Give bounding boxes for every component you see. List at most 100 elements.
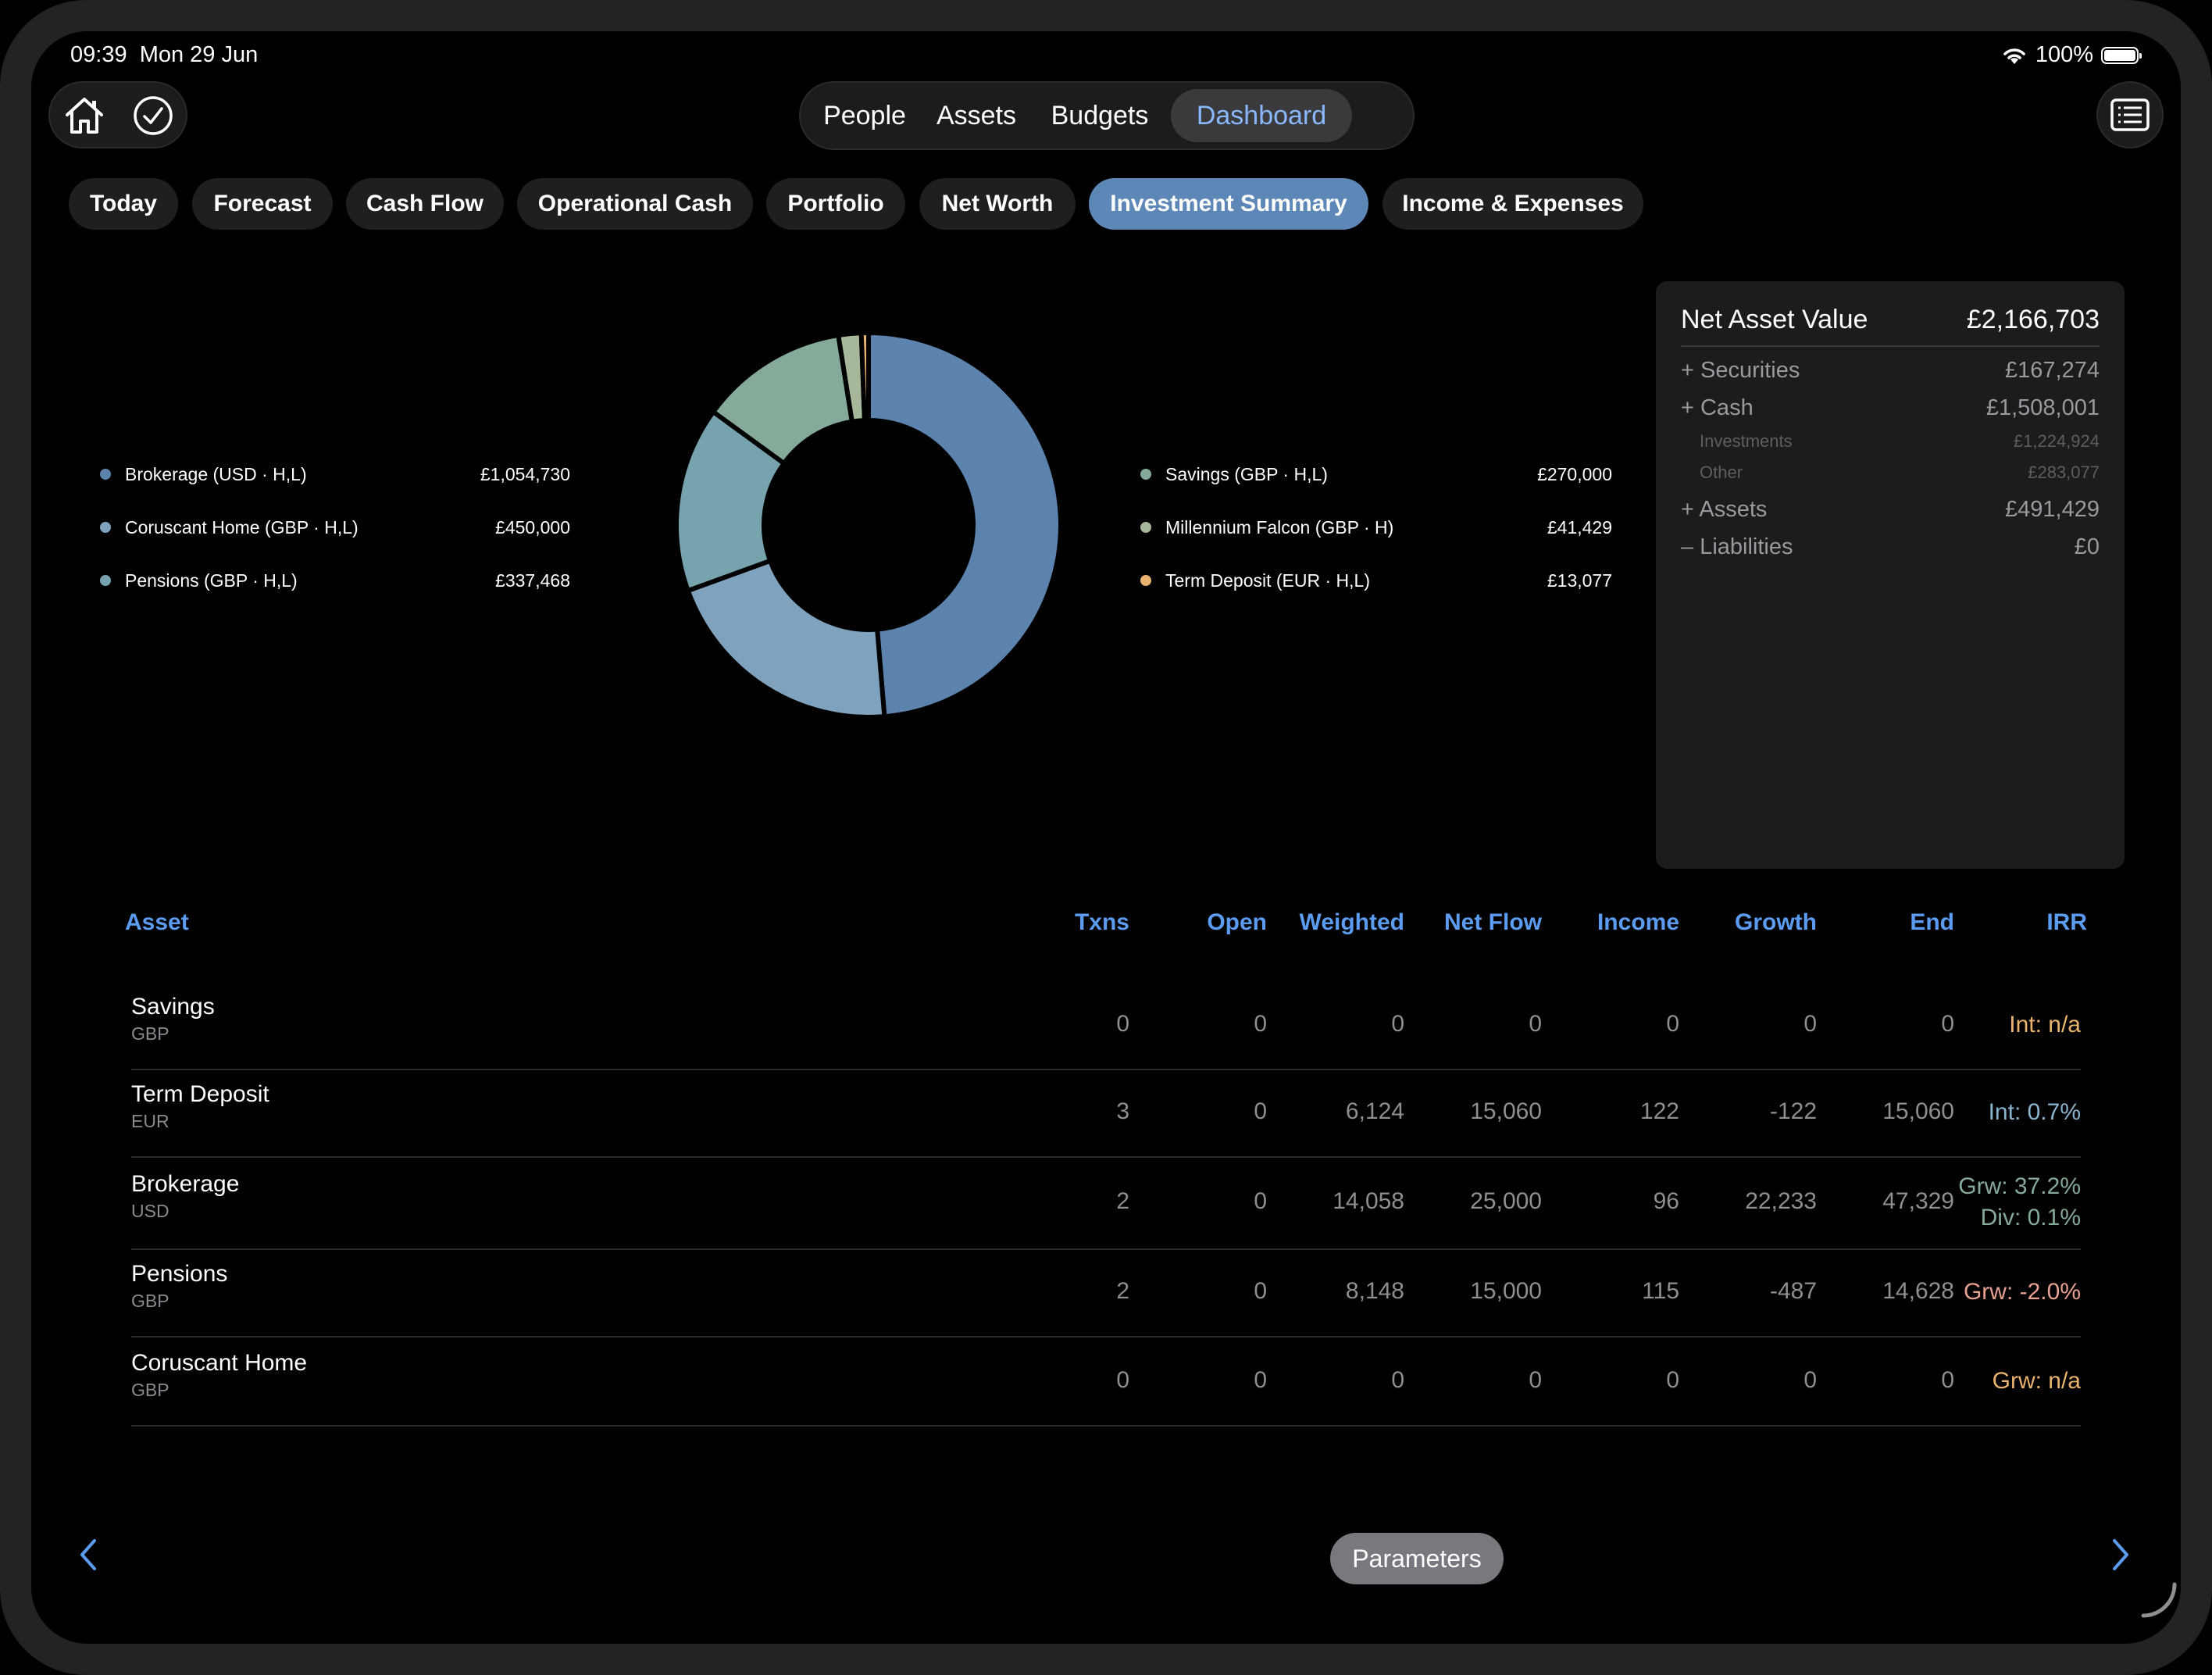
cell-irr: Grw: n/a [1993, 1366, 2081, 1397]
tab-cash-flow[interactable]: Cash Flow [346, 178, 504, 230]
parameters-button[interactable]: Parameters [1330, 1533, 1504, 1584]
main-nav: People Assets Budgets Dashboard [799, 81, 1415, 150]
nav-line-value: £167,274 [2005, 358, 2100, 383]
cell-open: 0 [1254, 1011, 1267, 1037]
list-button[interactable] [2096, 81, 2164, 148]
irr-value: Grw: n/a [1992, 1368, 2081, 1394]
tab-forecast[interactable]: Forecast [192, 178, 333, 230]
nav-line-value: £283,077 [2028, 462, 2100, 482]
status-clock: 09:39 [70, 42, 127, 67]
legend-dot [1140, 575, 1151, 586]
cell-open: 0 [1254, 1278, 1267, 1304]
asset-currency: GBP [131, 1291, 169, 1311]
tab-today[interactable]: Today [69, 178, 178, 230]
legend-label: Millennium Falcon (GBP · H) [1165, 517, 1394, 538]
legend-value: £13,077 [1547, 570, 1612, 591]
nav-budgets[interactable]: Budgets [1051, 101, 1149, 130]
asset-currency: GBP [131, 1023, 169, 1044]
legend-value: £1,054,730 [480, 464, 570, 484]
irr-value: Div: 0.1% [1980, 1205, 2081, 1230]
column-header-weighted[interactable]: Weighted [1299, 909, 1404, 935]
column-header-growth[interactable]: Growth [1735, 909, 1817, 935]
resize-handle-icon[interactable] [2140, 1581, 2179, 1620]
legend-item-brokerage: Brokerage (USD · H,L) £1,054,730 [100, 459, 570, 491]
cell-open: 0 [1254, 1098, 1267, 1124]
legend-dot [100, 469, 111, 480]
asset-name: Pensions [131, 1261, 228, 1287]
battery-percent: 100% [2035, 42, 2093, 67]
legend-label: Coruscant Home (GBP · H,L) [125, 517, 359, 538]
cell-end: 0 [1941, 1011, 1954, 1037]
nav-line-label: + Securities [1681, 358, 1800, 383]
tab-portfolio[interactable]: Portfolio [766, 178, 905, 230]
cell-open: 0 [1254, 1188, 1267, 1214]
cell-irr: Int: 0.7% [1989, 1097, 2081, 1128]
cell-growth: 22,233 [1745, 1188, 1817, 1214]
asset-currency: GBP [131, 1380, 169, 1400]
nav-assets[interactable]: Assets [936, 101, 1017, 130]
table-row[interactable]: Term Deposit EUR 3 0 6,124 15,060 122 -122 15,06… [131, 1069, 2081, 1158]
status-indicators: 100% [2001, 42, 2142, 68]
cell-txns: 0 [1116, 1367, 1129, 1393]
table-row[interactable]: Coruscant Home GBP 0 0 0 0 0 0 0 Grw: n/a [131, 1338, 2081, 1427]
tab-operational-cash[interactable]: Operational Cash [517, 178, 753, 230]
donut-slice-1[interactable] [684, 557, 887, 720]
cell-txns: 2 [1116, 1278, 1129, 1304]
cell-net-flow: 0 [1529, 1011, 1542, 1037]
column-header-asset[interactable]: Asset [125, 909, 189, 935]
status-time: 09:39 Mon 29 Jun [70, 42, 258, 68]
cell-net-flow: 25,000 [1470, 1188, 1542, 1214]
nav-header: Net Asset Value £2,166,703 [1681, 302, 2100, 347]
checkmark-circle-icon [134, 96, 173, 135]
cell-txns: 2 [1116, 1188, 1129, 1214]
nav-line-label: – Liabilities [1681, 534, 1793, 559]
next-button[interactable] [2101, 1531, 2140, 1578]
legend-item-coruscant-home: Coruscant Home (GBP · H,L) £450,000 [100, 512, 570, 544]
home-button[interactable] [61, 92, 108, 139]
tab-income-expenses[interactable]: Income & Expenses [1382, 178, 1643, 230]
cell-weighted: 0 [1391, 1367, 1404, 1393]
column-header-irr[interactable]: IRR [2046, 909, 2087, 935]
nav-line-label: + Assets [1681, 497, 1768, 522]
legend-dot [1140, 469, 1151, 480]
donut-slice-2[interactable] [674, 408, 787, 594]
table-row[interactable]: Brokerage USD 2 0 14,058 25,000 96 22,233 47,329… [131, 1156, 2081, 1250]
column-header-open[interactable]: Open [1207, 909, 1267, 935]
cell-open: 0 [1254, 1367, 1267, 1393]
irr-value: Grw: -2.0% [1963, 1279, 2081, 1305]
table-row[interactable]: Pensions GBP 2 0 8,148 15,000 115 -487 14,628 Grw… [131, 1248, 2081, 1338]
cell-end: 14,628 [1882, 1278, 1954, 1304]
cell-income: 115 [1642, 1278, 1679, 1304]
nav-people[interactable]: People [823, 101, 906, 130]
cell-end: 0 [1941, 1367, 1954, 1393]
cell-net-flow: 0 [1529, 1367, 1542, 1393]
column-header-net-flow[interactable]: Net Flow [1444, 909, 1542, 935]
cell-txns: 3 [1116, 1098, 1129, 1124]
nav-line-label: + Cash [1681, 395, 1754, 420]
donut-slice-0[interactable] [866, 330, 1063, 720]
asset-name: Term Deposit [131, 1081, 269, 1107]
column-header-end[interactable]: End [1910, 909, 1954, 935]
cell-income: 96 [1653, 1188, 1679, 1214]
chevron-right-icon [2113, 1539, 2128, 1570]
cell-growth: -487 [1769, 1278, 1817, 1304]
cell-weighted: 14,058 [1333, 1188, 1404, 1214]
nav-line-value: £1,508,001 [1985, 395, 2100, 420]
donut-slice-5[interactable] [858, 330, 871, 423]
cell-end: 47,329 [1882, 1188, 1954, 1214]
tab-investment-summary[interactable]: Investment Summary [1089, 178, 1368, 230]
legend-value: £450,000 [495, 517, 570, 538]
tab-net-worth[interactable]: Net Worth [919, 178, 1076, 230]
legend-dot [1140, 522, 1151, 533]
prev-button[interactable] [69, 1531, 108, 1578]
column-header-txns[interactable]: Txns [1074, 909, 1129, 935]
nav-dashboard[interactable]: Dashboard [1171, 89, 1352, 142]
nav-line-label: Investments [1700, 431, 1793, 451]
cell-irr: Grw: -2.0% [1964, 1277, 2081, 1308]
check-button[interactable] [130, 92, 177, 139]
table-row[interactable]: Savings GBP 0 0 0 0 0 0 0 Int: n/a [131, 981, 2081, 1070]
column-header-income[interactable]: Income [1597, 909, 1679, 935]
asset-name: Coruscant Home [131, 1350, 308, 1376]
nav-line-value: £0 [2074, 534, 2100, 559]
nav-line-label: Other [1700, 462, 1743, 482]
